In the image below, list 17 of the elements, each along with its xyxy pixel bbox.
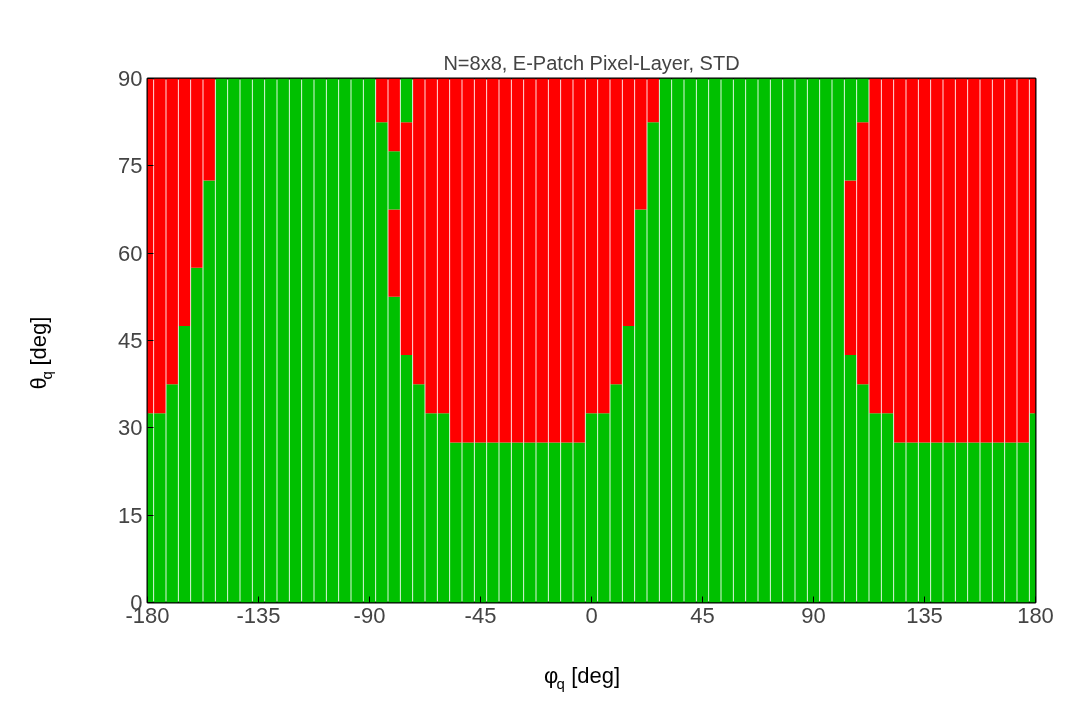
x-tick-label: 0 xyxy=(585,602,598,628)
x-tick-label: 135 xyxy=(906,602,943,628)
x-tick-label: 45 xyxy=(690,602,715,628)
y-tick-label: 45 xyxy=(118,328,143,353)
y-axis-title: θq [deg] xyxy=(26,316,55,390)
x-tick-label: 90 xyxy=(801,602,826,628)
x-tick-label: -45 xyxy=(464,602,497,628)
bar xyxy=(400,78,413,123)
x-tick-label: 180 xyxy=(1017,602,1054,628)
y-tick-label: 90 xyxy=(118,66,143,91)
y-tick-label: 75 xyxy=(118,153,143,179)
y-tick-label: 30 xyxy=(118,415,143,441)
chart-title: N=8x8, E-Patch Pixel-Layer, STD xyxy=(443,51,740,74)
x-tick-label: -135 xyxy=(236,602,281,628)
y-tick-label: 60 xyxy=(118,240,143,266)
x-tick-label: -90 xyxy=(353,602,386,628)
y-tick-label: 15 xyxy=(118,502,143,528)
